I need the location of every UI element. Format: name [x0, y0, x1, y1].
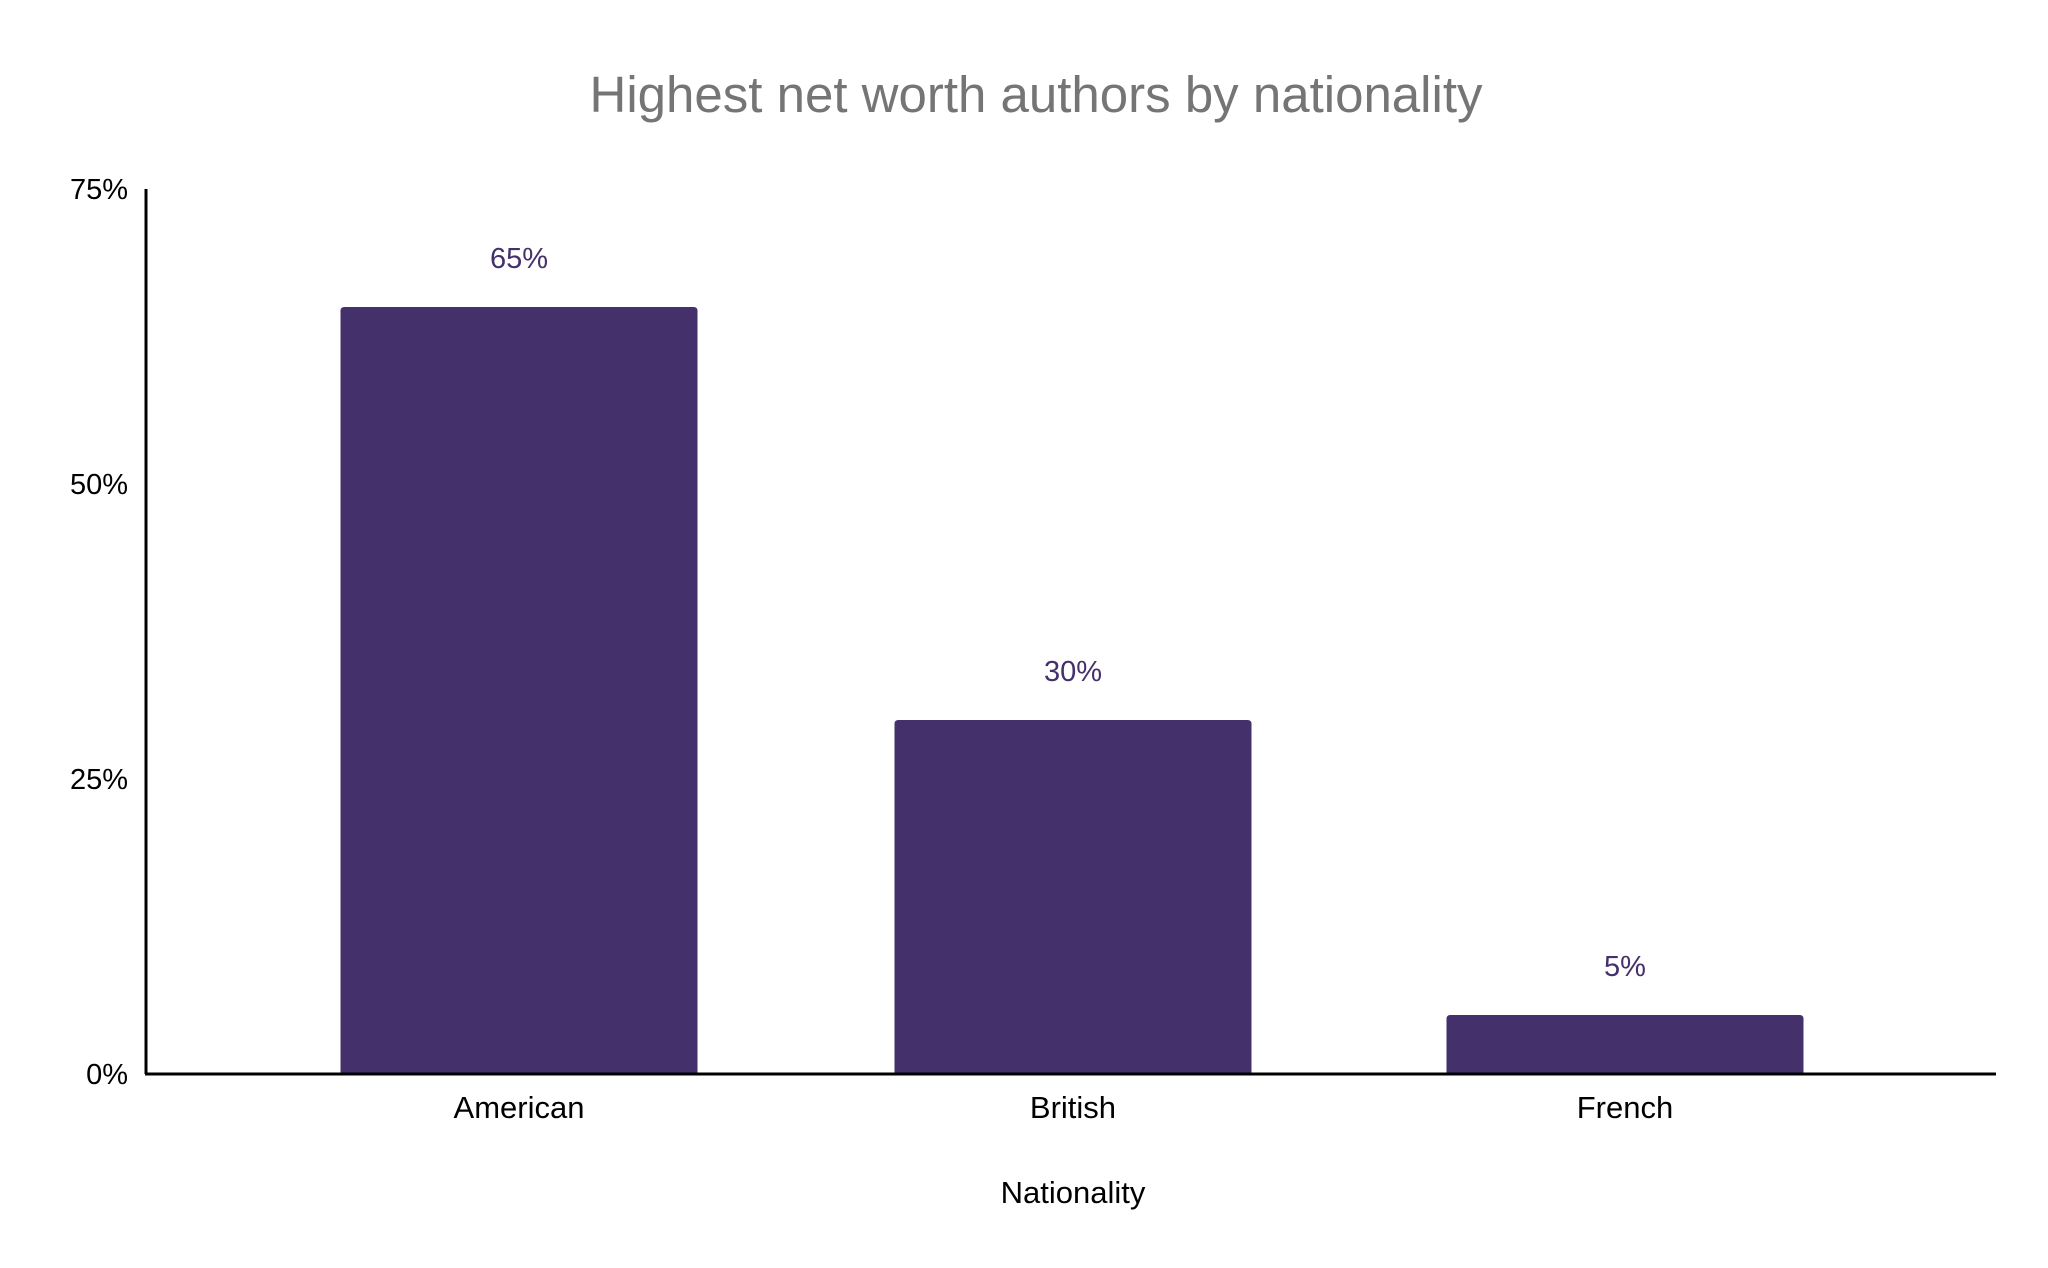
- data-label: 30%: [1044, 656, 1102, 688]
- bar-american: [340, 307, 698, 1074]
- bar-french: [1446, 1015, 1804, 1074]
- x-axis-labels: American British French: [454, 1090, 1674, 1125]
- x-axis-title: Nationality: [1001, 1175, 1146, 1210]
- y-tick-label: 0%: [86, 1059, 128, 1091]
- chart-title: Highest net worth authors by nationality: [590, 66, 1483, 123]
- x-tick-label: American: [454, 1090, 585, 1125]
- y-tick-label: 75%: [70, 174, 128, 206]
- y-tick-label: 25%: [70, 764, 128, 796]
- data-labels-group: 65% 30% 5%: [490, 243, 1646, 983]
- data-label: 65%: [490, 243, 548, 275]
- y-axis-ticks: 0% 25% 50% 75%: [70, 174, 128, 1091]
- y-tick-label: 50%: [70, 469, 128, 501]
- bars-group: [340, 307, 1804, 1074]
- bar-british: [894, 720, 1252, 1074]
- data-label: 5%: [1604, 951, 1646, 983]
- x-tick-label: British: [1030, 1090, 1116, 1125]
- x-tick-label: French: [1577, 1090, 1673, 1125]
